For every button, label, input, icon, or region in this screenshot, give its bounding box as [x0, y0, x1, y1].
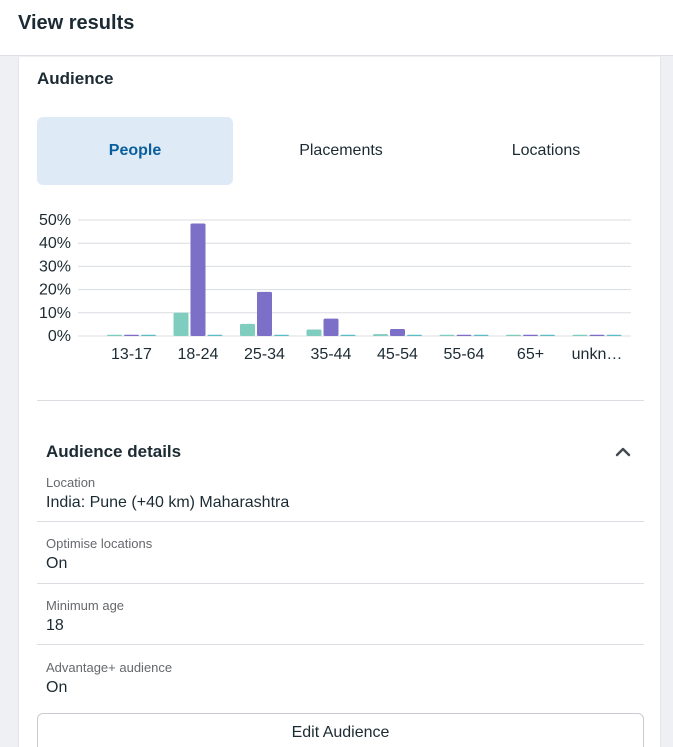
field-divider	[37, 644, 644, 645]
tab-locations[interactable]: Locations	[511, 142, 581, 159]
chart-divider	[37, 400, 644, 401]
minimum-age-value: 18	[46, 617, 64, 634]
tab-people[interactable]: People	[37, 117, 233, 185]
bar	[407, 334, 422, 336]
bar	[340, 334, 356, 336]
bar	[306, 329, 322, 336]
bar	[274, 334, 289, 336]
bar	[606, 334, 622, 336]
tab-placements[interactable]: Placements	[299, 142, 383, 159]
bar	[456, 334, 472, 336]
bar	[506, 334, 521, 336]
field-divider	[37, 521, 644, 522]
audience-section-title: Audience	[37, 69, 114, 88]
bar	[124, 334, 139, 336]
audience-tabs: People Placements Locations	[37, 117, 652, 185]
y-tick-label: 0%	[48, 328, 71, 345]
y-tick-label: 50%	[39, 212, 71, 229]
bar	[141, 334, 156, 336]
y-tick-label: 20%	[39, 282, 71, 299]
bar	[107, 334, 122, 336]
x-tick-label: unkn…	[572, 346, 623, 363]
audience-card: Audience People Placements Locations 0% 1…	[18, 57, 661, 747]
location-label: Location	[46, 475, 96, 490]
bar	[240, 323, 255, 336]
page-title: View results	[18, 12, 135, 34]
page-header: View results	[0, 0, 673, 56]
x-tick-label: 55-64	[444, 346, 485, 363]
bar	[173, 312, 189, 336]
y-tick-label: 40%	[39, 235, 71, 252]
bar	[540, 334, 555, 336]
x-tick-label: 13-17	[111, 346, 152, 363]
bar	[323, 318, 339, 336]
bar	[473, 334, 489, 336]
bar	[257, 291, 272, 336]
y-tick-label: 10%	[39, 305, 71, 322]
bar	[207, 334, 223, 336]
edit-audience-button[interactable]: Edit Audience	[37, 713, 644, 747]
bar	[572, 334, 588, 336]
bar	[190, 223, 206, 336]
bar	[390, 329, 405, 336]
x-tick-label: 18-24	[178, 346, 219, 363]
x-tick-label: 65+	[517, 346, 544, 363]
location-value: India: Pune (+40 km) Maharashtra	[46, 494, 290, 511]
advantage-audience-label: Advantage+ audience	[46, 660, 173, 675]
chevron-up-icon[interactable]	[614, 445, 632, 459]
audience-details-title: Audience details	[46, 442, 182, 461]
x-tick-label: 25-34	[244, 346, 285, 363]
advantage-audience-value: On	[46, 679, 68, 696]
x-tick-label: 45-54	[377, 346, 418, 363]
x-tick-label: 35-44	[311, 346, 352, 363]
optimise-locations-label: Optimise locations	[46, 536, 153, 551]
minimum-age-label: Minimum age	[46, 598, 125, 613]
bar	[373, 334, 388, 336]
bar	[523, 334, 538, 336]
bar	[439, 334, 455, 336]
field-divider	[37, 583, 644, 584]
bar	[589, 334, 605, 336]
optimise-locations-value: On	[46, 555, 68, 572]
y-tick-label: 30%	[39, 258, 71, 275]
age-distribution-chart: 0% 10% 20% 30% 40% 50% 13-17 18-24 25-34 35-44 45-…	[39, 212, 631, 363]
